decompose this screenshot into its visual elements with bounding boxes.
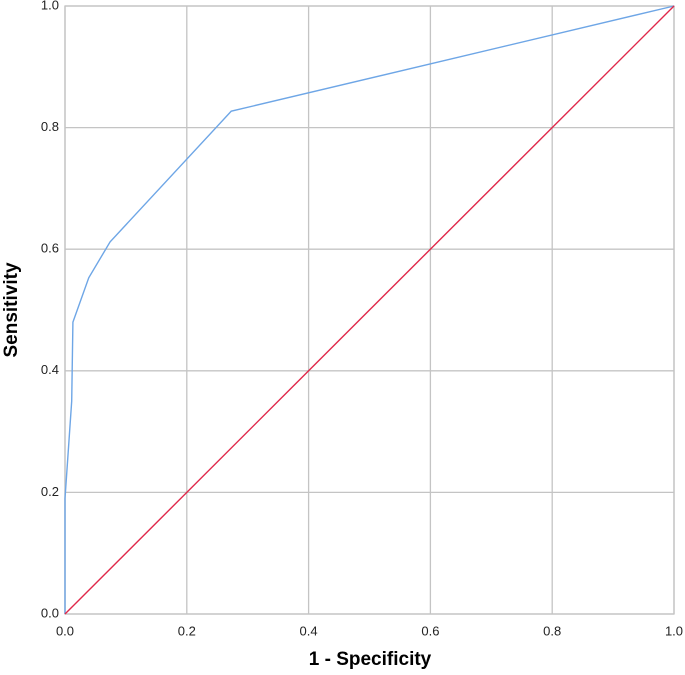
y-axis-title: Sensitivity (1, 262, 22, 357)
line (64, 5, 675, 614)
line (64, 5, 675, 615)
x-tick-label: 0.6 (421, 623, 439, 638)
x-tick-label: 0.2 (178, 623, 196, 638)
x-tick-label: 0.0 (56, 623, 74, 638)
y-tick-label: 0.2 (41, 484, 59, 499)
x-tick-label: 0.8 (543, 623, 561, 638)
y-tick-label: 1.0 (41, 0, 59, 12)
x-tick-label: 0.4 (300, 623, 318, 638)
plot-border (64, 5, 675, 615)
x-tick-label: 1.0 (665, 623, 683, 638)
y-tick-label: 0.0 (41, 605, 59, 620)
y-tick-label: 0.8 (41, 119, 59, 134)
x-axis-title: 1 - Specificity (309, 649, 432, 670)
y-tick-label: 0.4 (41, 362, 59, 377)
y-tick-label: 0.6 (41, 241, 59, 256)
